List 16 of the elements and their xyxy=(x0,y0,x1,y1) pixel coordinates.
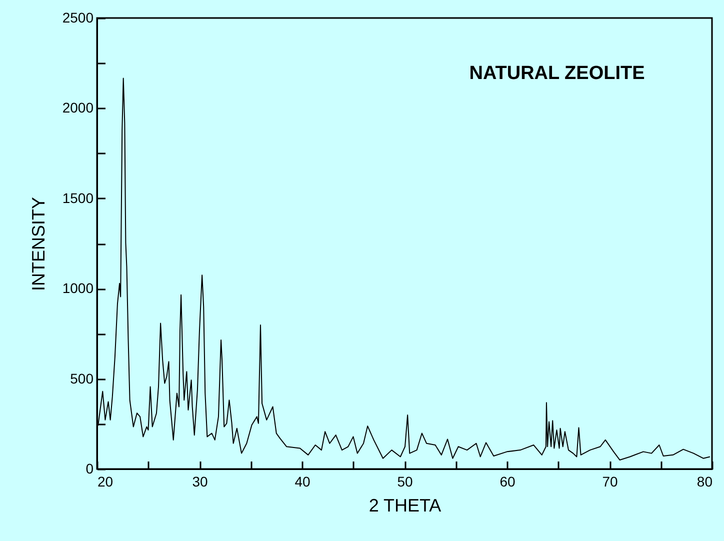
x-tick-label: 60 xyxy=(500,474,516,490)
x-tick-label: 70 xyxy=(602,474,618,490)
x-tick-label: 80 xyxy=(696,474,713,490)
x-tick-label: 30 xyxy=(192,474,208,490)
y-tick-label: 500 xyxy=(70,370,94,386)
annotation: NATURAL ZEOLITE xyxy=(469,63,645,84)
y-tick-label: 1000 xyxy=(62,280,94,296)
y-tick-label: 2500 xyxy=(62,10,94,26)
x-axis-title: 2 THETA xyxy=(368,496,442,516)
x-tick-label: 40 xyxy=(294,474,310,490)
x-tick-label: 50 xyxy=(397,474,413,490)
x-tick-label: 20 xyxy=(98,474,114,490)
y-tick-label: 1500 xyxy=(62,190,94,206)
y-axis-title: INTENSITY xyxy=(28,196,48,292)
y-tick-label: 2000 xyxy=(62,100,94,116)
y-tick-label: 0 xyxy=(86,460,94,476)
